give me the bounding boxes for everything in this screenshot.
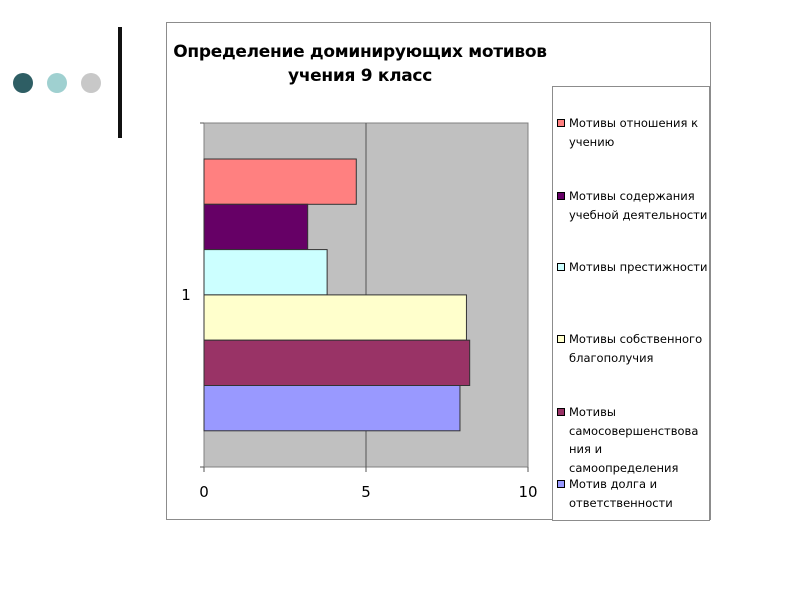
legend-item-1: Мотивы отношения к учению: [557, 114, 709, 151]
chart-title-line-2: учения 9 класс: [288, 66, 432, 86]
legend-item-3: Мотивы престижности: [557, 258, 709, 277]
legend-label-2-line-2: учебной деятельности: [569, 207, 708, 222]
chart-title: Определение доминирующих мотивов учения …: [167, 40, 553, 88]
legend-label-6-line-1: Мотив долга и: [569, 477, 658, 491]
slide-bullet-dot-2: [47, 73, 67, 93]
legend-item-5: Мотивы самосовершенствова ния и самоопредел…: [557, 403, 709, 477]
legend-label-1-line-1: Мотивы отношения к: [569, 116, 699, 130]
x-tick-label-10: 10: [518, 483, 537, 501]
legend-item-2: Мотивы содержания учебной деятельности: [557, 187, 709, 224]
legend-label-5-line-1: Мотивы: [569, 405, 616, 419]
slide-bullet-dot-3: [81, 73, 101, 93]
bar-series-4: [203, 294, 467, 341]
legend-label-4-line-2: благополучия: [569, 350, 654, 365]
bar-series-5: [203, 339, 471, 387]
legend-swatch-1: [557, 119, 565, 127]
legend-swatch-6: [557, 480, 565, 488]
legend-label-5-line-4: самоопределения: [569, 460, 679, 475]
legend-label-3-line-1: Мотивы престижности: [569, 260, 708, 274]
legend-swatch-4: [557, 335, 565, 343]
x-tick-label-0: 0: [199, 483, 209, 501]
legend-label-2-line-1: Мотивы содержания: [569, 189, 695, 203]
legend-label-6-line-2: ответственности: [569, 495, 673, 510]
y-category-label: 1: [181, 286, 191, 304]
bar-series-3: [203, 249, 328, 296]
slide-bullet-dot-1: [13, 73, 33, 93]
legend-item-4: Мотивы собственного благополучия: [557, 330, 709, 367]
legend-item-6: Мотив долга и ответственности: [557, 475, 709, 512]
legend-label-4-line-1: Мотивы собственного: [569, 332, 703, 346]
legend-swatch-3: [557, 263, 565, 271]
bar-series-2: [203, 203, 309, 251]
legend-label-1-line-2: учению: [569, 134, 615, 149]
legend-label-6: Мотив долга и ответственности: [557, 475, 709, 512]
chart-legend: Мотивы отношения к учению Мотивы содержани…: [552, 86, 710, 521]
bar-series-6: [203, 385, 461, 432]
legend-label-2: Мотивы содержания учебной деятельности: [557, 187, 709, 224]
legend-label-5-line-3: ния и: [569, 442, 603, 456]
legend-swatch-5: [557, 408, 565, 416]
legend-label-5-line-2: самосовершенствова: [569, 423, 699, 438]
bar-chart-plot: 0 5 10 1: [181, 122, 538, 501]
chart-frame: Определение доминирующих мотивов учения …: [166, 22, 711, 521]
x-tick-label-5: 5: [361, 483, 371, 501]
slide-divider: [118, 27, 122, 138]
legend-label-3: Мотивы престижности: [557, 258, 709, 277]
bar-series-1: [203, 158, 357, 205]
legend-label-5: Мотивы самосовершенствова ния и самоопредел…: [557, 403, 709, 477]
chart-title-line-1: Определение доминирующих мотивов: [173, 42, 547, 62]
legend-label-1: Мотивы отношения к учению: [557, 114, 709, 151]
legend-swatch-2: [557, 192, 565, 200]
legend-label-4: Мотивы собственного благополучия: [557, 330, 709, 367]
